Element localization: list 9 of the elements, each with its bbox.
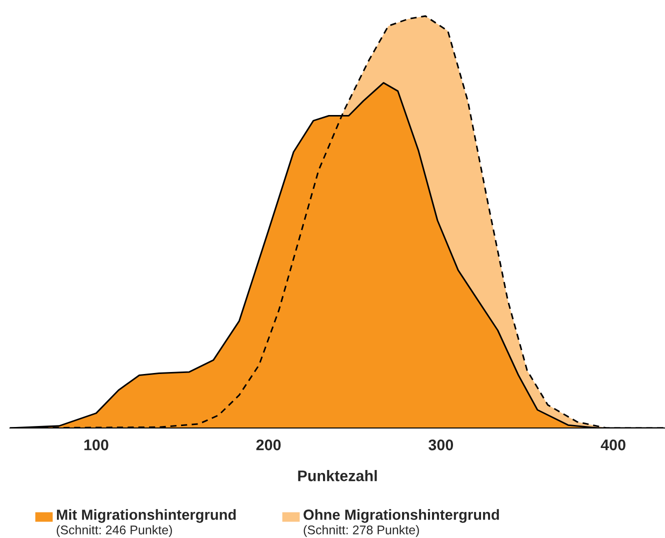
x-axis-title: Punktezahl — [298, 470, 377, 482]
x-tick-label: 200 — [256, 440, 281, 450]
x-tick-label: 100 — [84, 440, 108, 450]
legend-label: Mit Migrationshintergrund — [56, 509, 236, 523]
text: (Schnitt: 246 Punkte) — [56, 525, 172, 537]
x-tick-label: 400 — [600, 440, 626, 450]
text: (Schnitt: 278 Punkte) — [304, 525, 419, 537]
x-tick-label: 300 — [428, 440, 454, 450]
legend-label: Ohne Migrationshintergrund — [304, 509, 499, 523]
